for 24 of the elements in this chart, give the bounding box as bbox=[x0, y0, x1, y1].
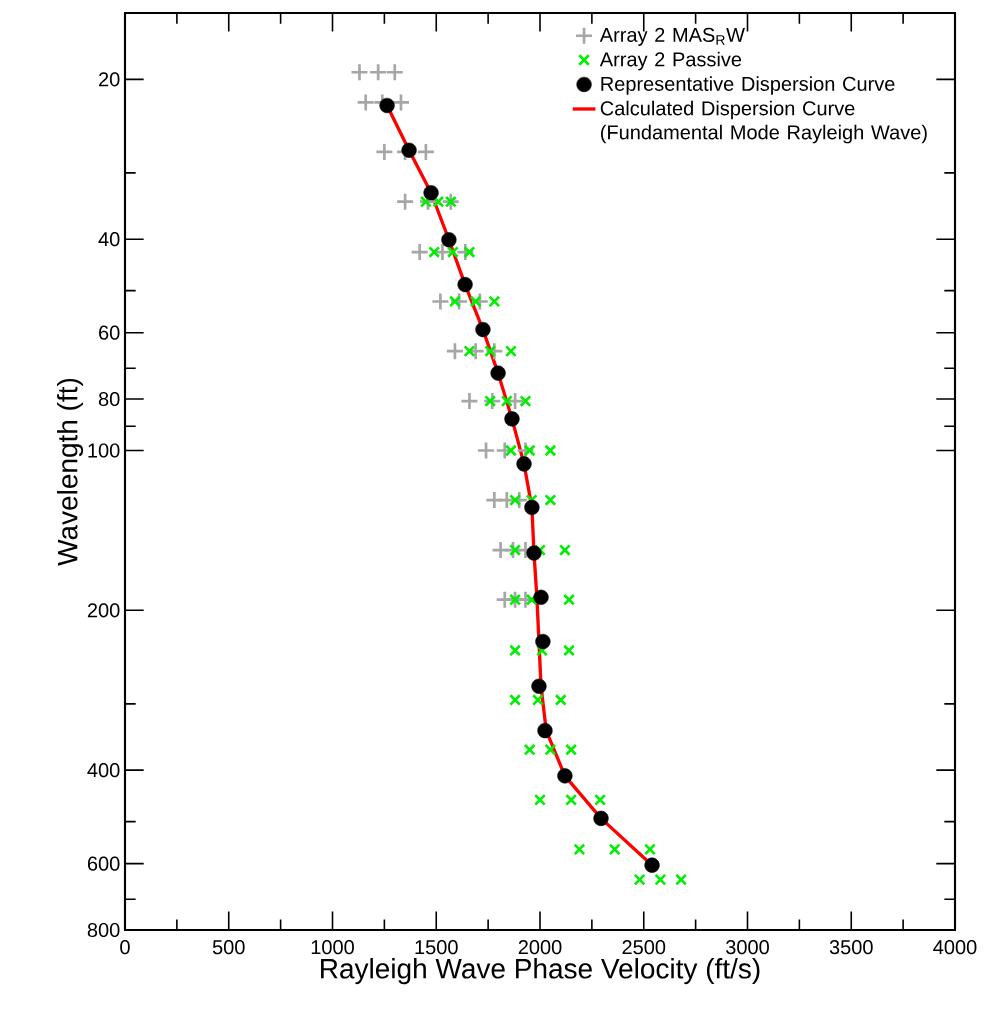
y-tick-label: 100 bbox=[88, 443, 120, 458]
x-tick-label: 1000 bbox=[311, 940, 354, 955]
x-tick-label: 2500 bbox=[622, 940, 666, 955]
x-tick-label: 3500 bbox=[829, 940, 873, 955]
y-tick-label: 600 bbox=[87, 856, 120, 871]
x-tick-label: 3000 bbox=[726, 940, 769, 955]
x-tick-label: 4000 bbox=[933, 940, 977, 955]
y-tick-label: 200 bbox=[87, 603, 120, 618]
y-tick-label: 800 bbox=[87, 922, 120, 938]
y-tick-label: 400 bbox=[87, 763, 120, 778]
legend-label: Array 2 MAS$_{R}$W bbox=[599, 27, 745, 46]
y-axis-title: Wavelength (ft) bbox=[57, 378, 84, 566]
x-tick-label: 500 bbox=[212, 940, 245, 955]
y-tick-label: 60 bbox=[99, 325, 120, 340]
y-tick-label: 20 bbox=[99, 72, 120, 87]
y-tick-label: 80 bbox=[98, 391, 120, 407]
legend-label: Calculated Dispersion Curve (Fundamental Mode Rayleigh Wave) bbox=[600, 100, 927, 144]
x-tick-label: 1500 bbox=[415, 940, 458, 955]
legend-label: Representative Dispersion Curve bbox=[601, 76, 895, 95]
x-axis-title: Rayleigh Wave Phase Velocity (ft/s) bbox=[321, 958, 760, 985]
y-tick-label: 40 bbox=[98, 232, 120, 247]
legend-label: Array 2 Passive bbox=[599, 51, 742, 71]
x-tick-label: 2000 bbox=[518, 940, 562, 955]
x-tick-label: 0 bbox=[120, 940, 130, 955]
